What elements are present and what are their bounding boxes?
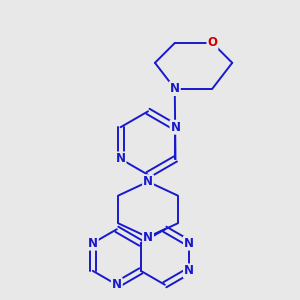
Text: N: N	[184, 264, 194, 278]
Text: N: N	[184, 237, 194, 250]
Text: N: N	[170, 121, 181, 134]
Text: N: N	[170, 82, 180, 95]
Text: N: N	[143, 175, 153, 188]
Text: N: N	[116, 152, 126, 165]
Text: N: N	[112, 278, 122, 291]
Text: N: N	[88, 237, 98, 250]
Text: O: O	[207, 37, 218, 50]
Text: N: N	[143, 231, 153, 244]
